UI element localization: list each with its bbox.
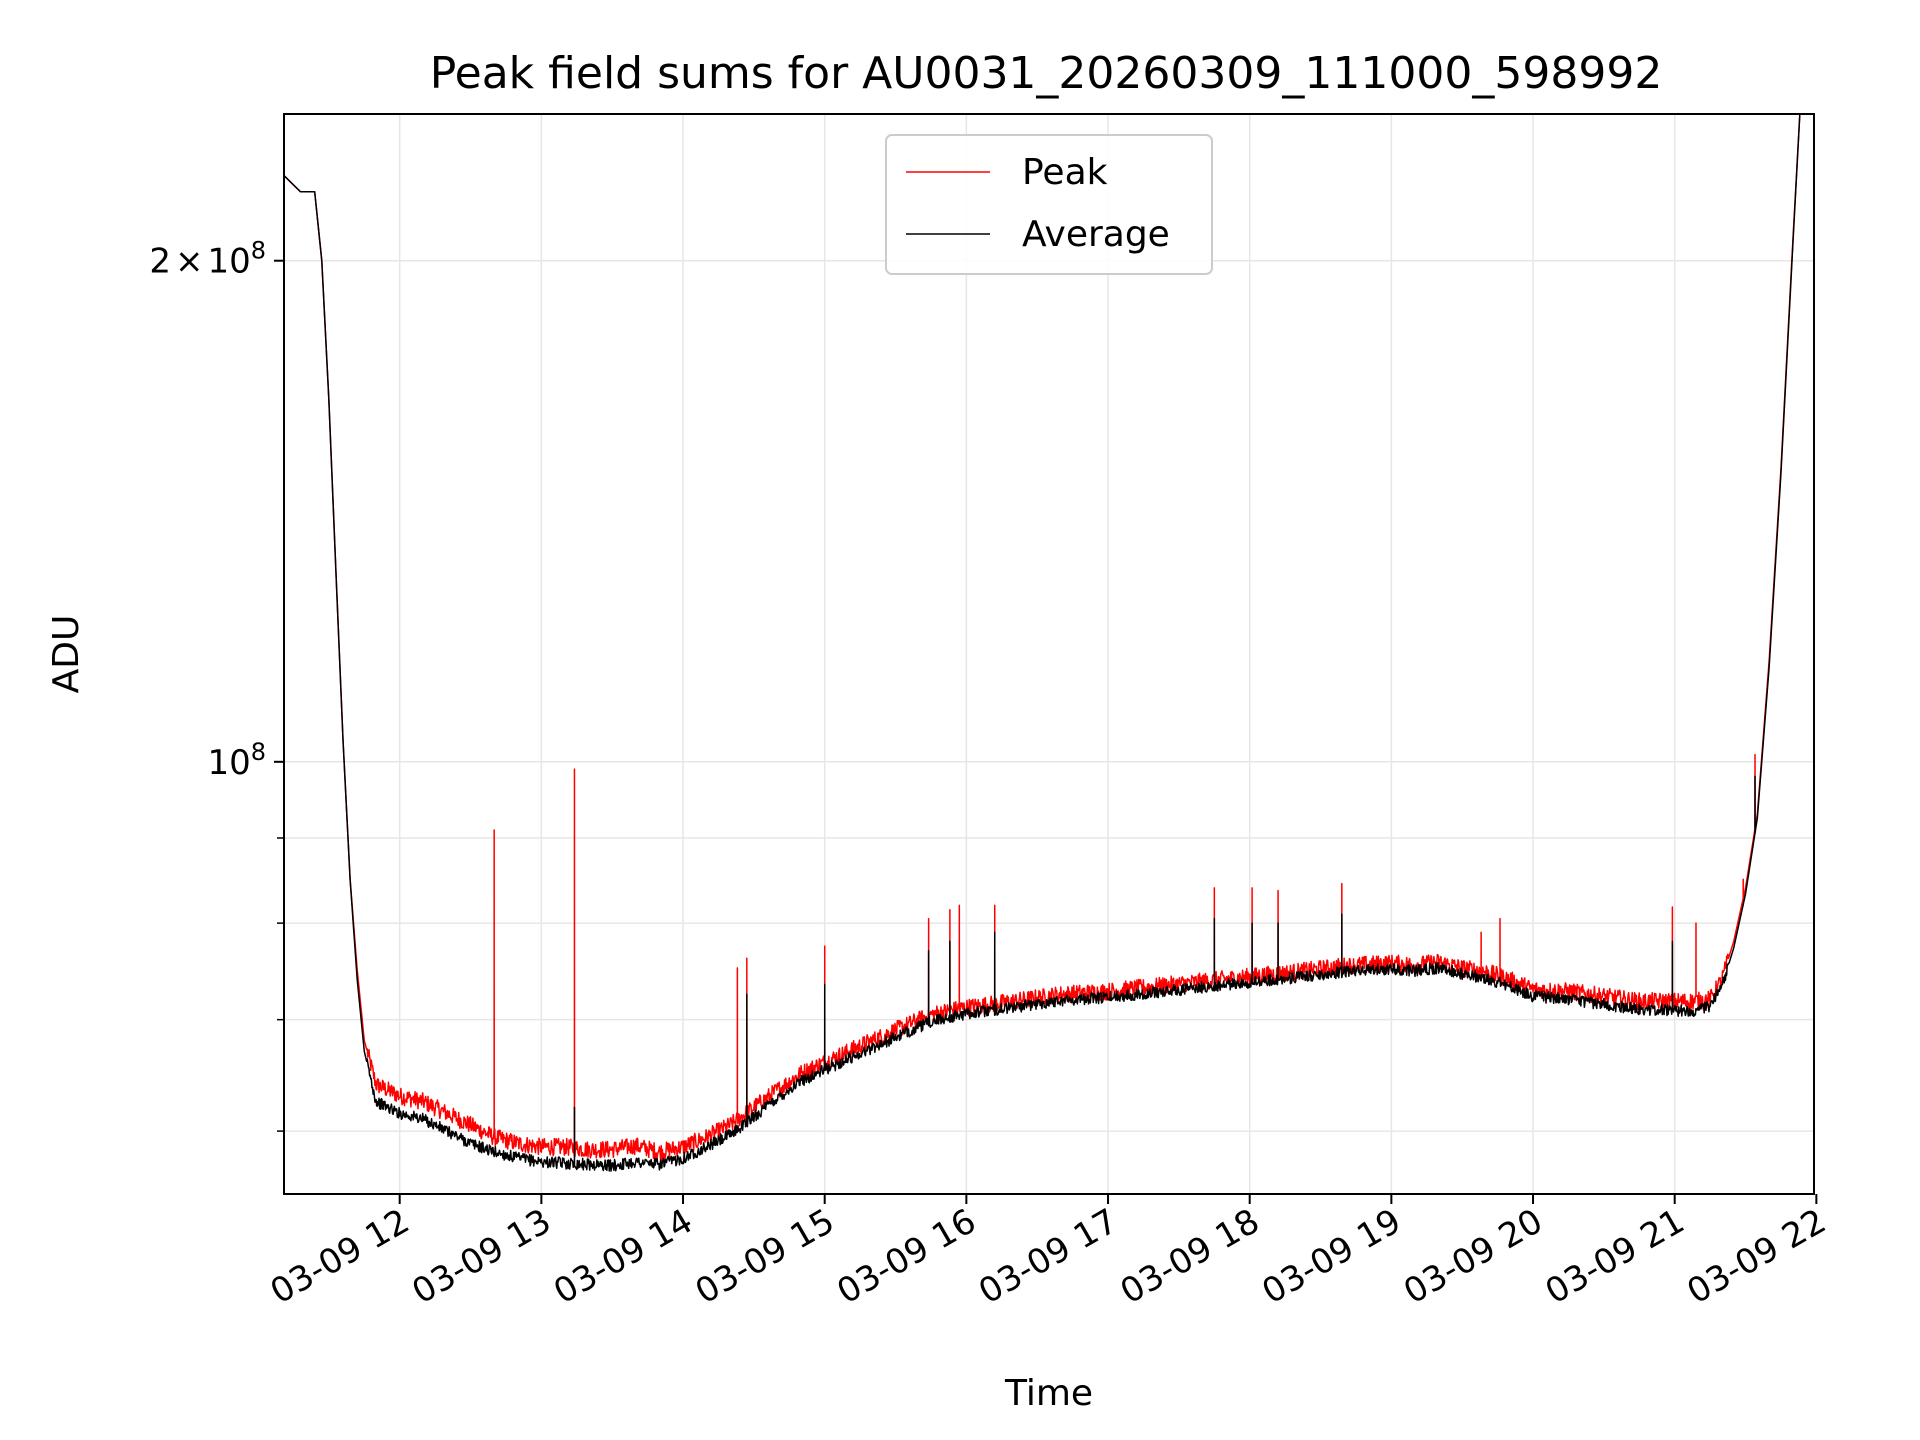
plot-frame <box>283 113 1815 1195</box>
legend-box <box>885 134 1213 275</box>
y-tick-exponent: 8 <box>251 237 266 265</box>
series-line-average <box>284 114 1801 1172</box>
plot-background <box>284 114 1814 1194</box>
y-tick-label: 2 × 108 <box>149 237 266 282</box>
legend-label-average: Average <box>1022 214 1170 255</box>
y-tick-base: 10 <box>207 242 250 282</box>
y-axis-label: ADU <box>46 615 87 694</box>
series-layer <box>284 114 1801 1172</box>
y-tick-exponent: 8 <box>251 738 266 766</box>
legend: Peak Average <box>885 134 1213 275</box>
y-tick-base: 10 <box>207 743 250 783</box>
chart-title: Peak field sums for AU0031_20260309_1110… <box>430 48 1663 99</box>
y-tick-times: × <box>175 242 204 282</box>
y-tick-mantissa: 2 <box>149 242 171 282</box>
x-axis-label: Time <box>1004 1373 1093 1414</box>
y-tick-label: 108 <box>207 738 266 783</box>
legend-label-peak: Peak <box>1022 152 1108 193</box>
